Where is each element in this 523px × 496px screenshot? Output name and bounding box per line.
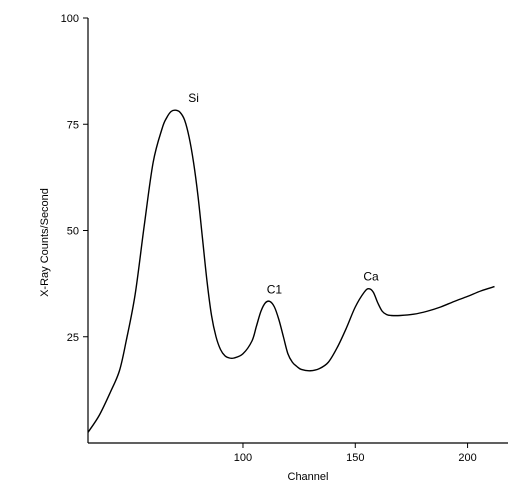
series-line	[87, 109, 495, 433]
y-tick-label: 100	[61, 13, 79, 25]
y-tick-label: 75	[67, 119, 79, 131]
x-tick-label: 200	[458, 452, 476, 464]
x-tick-label: 150	[346, 452, 364, 464]
chart-titles: Channel X-Ray Counts/Second	[39, 188, 328, 483]
peak-label: Si	[188, 91, 199, 105]
x-axis-title: Channel	[288, 471, 329, 483]
chart-ticks: 25 50 75 100 100 150 200	[61, 13, 477, 464]
y-tick-label: 50	[67, 226, 79, 238]
y-tick-label: 25	[67, 332, 79, 344]
peak-label: Ca	[363, 270, 379, 284]
chart-axes	[87, 18, 508, 444]
chart-series	[87, 109, 495, 433]
x-tick-label: 100	[234, 452, 252, 464]
peak-label: C1	[267, 282, 283, 296]
y-axis-title: X-Ray Counts/Second	[39, 188, 51, 297]
chart-annotations: Si C1 Ca	[188, 91, 379, 296]
